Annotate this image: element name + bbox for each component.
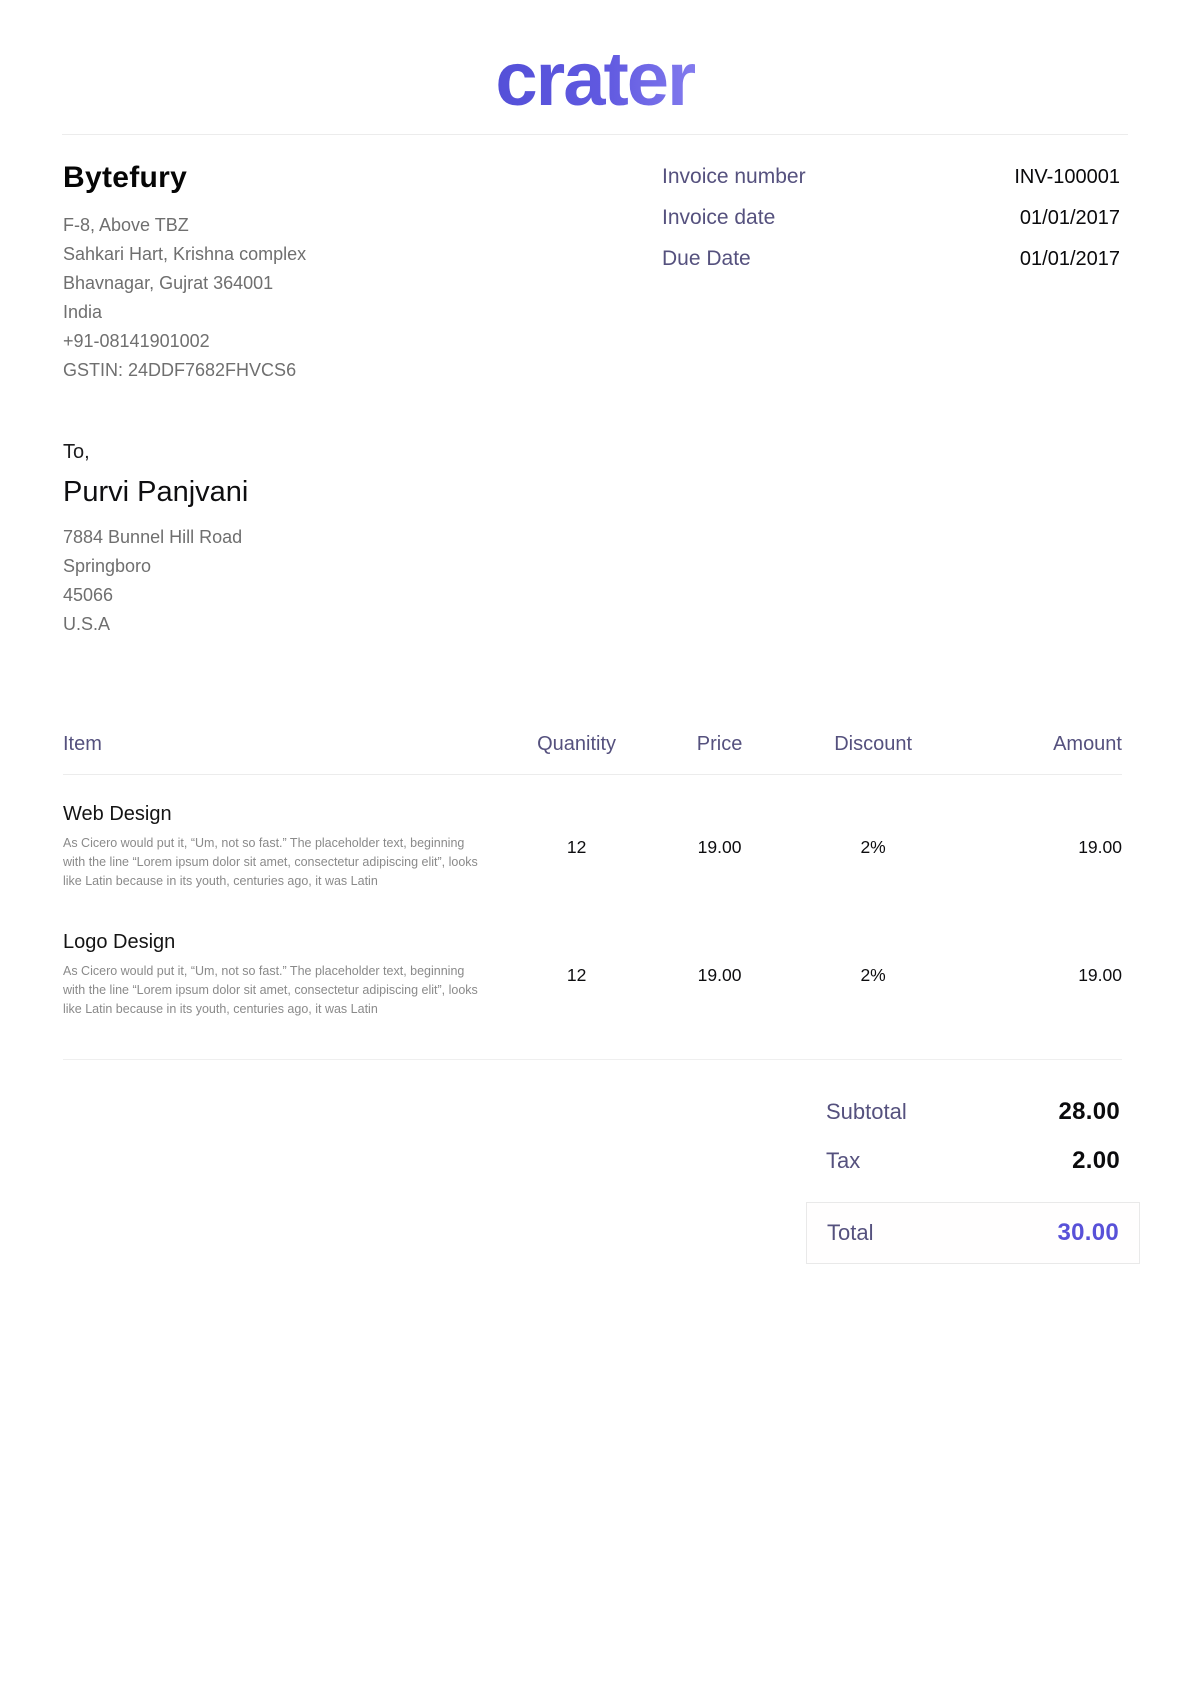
header-item: Item [63, 733, 102, 755]
subtotal-row: Subtotal 28.00 [806, 1098, 1140, 1126]
total-row: Total 30.00 [806, 1202, 1140, 1264]
customer-address-line: Springboro [63, 556, 152, 576]
company-and-meta-section: Bytefury F-8, Above TBZ Sahkari Hart, Kr… [0, 135, 1190, 385]
header-quantity: Quanitity [537, 733, 617, 755]
bill-to-block: To, Purvi Panjvani 7884 Bunnel Hill Road… [0, 385, 1190, 639]
crater-logo: crater [495, 37, 696, 122]
header-discount: Discount [834, 733, 912, 755]
item-description-line: like Latin because in its youth, centuri… [63, 1002, 378, 1016]
item-cell: Web Design As Cicero would put it, “Um, … [63, 803, 508, 891]
item-name: Logo Design [63, 931, 176, 953]
invoice-meta-block: Invoice number INV-100001 Invoice date 0… [662, 161, 1120, 385]
item-discount: 2% [860, 965, 886, 985]
company-address-line: F-8, Above TBZ [63, 215, 189, 235]
invoice-date-row: Invoice date 01/01/2017 [662, 206, 1120, 230]
item-quantity: 12 [566, 965, 587, 985]
item-amount: 19.00 [1078, 837, 1122, 857]
company-name: Bytefury [63, 161, 188, 194]
item-name: Web Design [63, 803, 172, 825]
item-description-line: As Cicero would put it, “Um, not so fast… [63, 964, 465, 978]
due-date-label: Due Date [662, 247, 751, 270]
table-row: Logo Design As Cicero would put it, “Um,… [63, 891, 1122, 1019]
due-date-row: Due Date 01/01/2017 [662, 247, 1120, 271]
subtotal-label: Subtotal [826, 1099, 907, 1124]
subtotal-value: 28.00 [1058, 1098, 1120, 1125]
invoice-date-value: 01/01/2017 [1019, 207, 1120, 229]
items-table: Item Quanitity Price Discount Amount Web… [63, 733, 1122, 1060]
items-table-header: Item Quanitity Price Discount Amount [63, 733, 1122, 775]
total-value: 30.00 [1057, 1219, 1119, 1246]
item-price: 19.00 [697, 837, 742, 857]
tax-value: 2.00 [1072, 1147, 1120, 1174]
tax-label: Tax [826, 1148, 861, 1173]
items-table-body: Web Design As Cicero would put it, “Um, … [63, 775, 1122, 1060]
company-gstin: GSTIN: 24DDF7682FHVCS6 [63, 360, 297, 380]
company-address-line: India [63, 302, 103, 322]
customer-name: Purvi Panjvani [63, 476, 249, 508]
item-cell: Logo Design As Cicero would put it, “Um,… [63, 931, 508, 1019]
item-description-line: like Latin because in its youth, centuri… [63, 874, 378, 888]
header-divider [62, 134, 1128, 135]
item-discount: 2% [860, 837, 886, 857]
item-price: 19.00 [697, 965, 742, 985]
invoice-number-label: Invoice number [662, 165, 806, 188]
totals-section: Subtotal 28.00 Tax 2.00 Total 30.00 [0, 1098, 1140, 1264]
header-price: Price [696, 733, 743, 755]
tax-row: Tax 2.00 [806, 1147, 1140, 1175]
customer-address-line: 7884 Bunnel Hill Road [63, 527, 243, 547]
due-date-value: 01/01/2017 [1019, 248, 1120, 270]
item-amount: 19.00 [1078, 965, 1122, 985]
company-phone: +91-08141901002 [63, 331, 210, 351]
table-row: Web Design As Cicero would put it, “Um, … [63, 775, 1122, 891]
company-address-line: Sahkari Hart, Krishna complex [63, 244, 307, 264]
customer-address-line: U.S.A [63, 614, 111, 634]
customer-address-line: 45066 [63, 585, 114, 605]
invoice-number-row: Invoice number INV-100001 [662, 165, 1120, 189]
item-description-line: with the line “Lorem ipsum dolor sit ame… [63, 983, 478, 997]
item-quantity: 12 [566, 837, 587, 857]
company-block: Bytefury F-8, Above TBZ Sahkari Hart, Kr… [63, 161, 306, 385]
item-description-line: As Cicero would put it, “Um, not so fast… [63, 836, 465, 850]
company-address-line: Bhavnagar, Gujrat 364001 [63, 273, 274, 293]
logo-container: crater [0, 0, 1190, 134]
invoice-number-value: INV-100001 [1014, 166, 1120, 188]
totals-inner: Subtotal 28.00 Tax 2.00 Total 30.00 [806, 1098, 1140, 1264]
total-label: Total [827, 1220, 874, 1245]
header-amount: Amount [1053, 733, 1122, 755]
item-description-line: with the line “Lorem ipsum dolor sit ame… [63, 855, 478, 869]
bill-to-prefix: To, [63, 441, 90, 463]
invoice-date-label: Invoice date [662, 206, 776, 229]
